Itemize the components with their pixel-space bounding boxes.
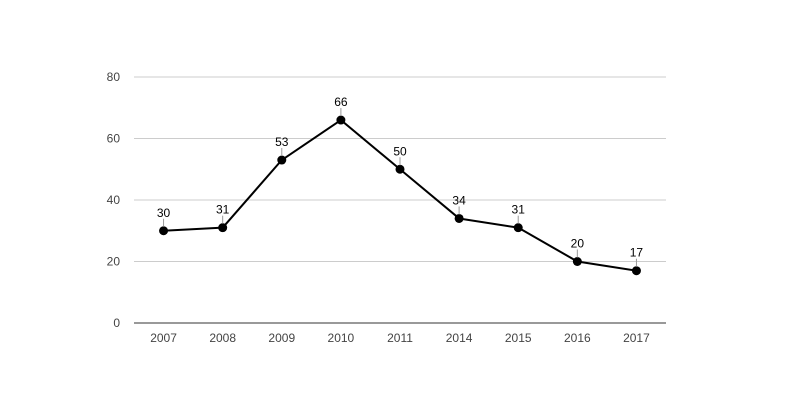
data-label-2009: 53	[275, 135, 289, 149]
gridlines	[134, 76, 666, 324]
x-tick-label-2015: 2015	[505, 331, 532, 345]
data-label-2007: 30	[157, 206, 171, 220]
data-point-2017	[631, 266, 641, 276]
data-point-2016	[572, 257, 582, 266]
data-label-2014: 34	[452, 193, 466, 207]
x-tick-label-2011: 2011	[387, 331, 413, 345]
data-label-2016: 20	[571, 237, 585, 251]
data-label-2015: 31	[512, 203, 526, 217]
data-point-2014	[454, 213, 464, 223]
x-tick-label-2014: 2014	[446, 331, 473, 345]
data-point-2009	[277, 155, 287, 165]
data-point-2015	[513, 223, 523, 233]
y-tick-label-80: 80	[107, 70, 121, 84]
data-label-2017: 17	[630, 246, 644, 260]
x-tick-label-2010: 2010	[328, 331, 355, 345]
x-axis-tick-labels: 2007 2008 2009 2010 2011 2014 2015 2016 2017	[150, 331, 650, 345]
y-axis-tick-labels: 0 20 40 60 80	[107, 70, 121, 330]
x-tick-label-2007: 2007	[150, 331, 177, 345]
series-line	[163, 119, 637, 272]
data-point-2010	[336, 115, 346, 125]
y-tick-label-20: 20	[107, 255, 121, 269]
x-tick-label-2008: 2008	[209, 331, 236, 345]
x-tick-label-2009: 2009	[268, 331, 295, 345]
x-tick-label-2016: 2016	[564, 331, 591, 345]
data-label-2010: 66	[334, 95, 348, 109]
x-tick-label-2017: 2017	[623, 331, 650, 345]
data-points	[159, 115, 641, 276]
data-label-2008: 31	[216, 203, 230, 217]
y-tick-label-0: 0	[113, 316, 120, 330]
y-tick-label-60: 60	[107, 132, 121, 146]
data-label-2011: 50	[393, 144, 407, 158]
data-point-2008	[218, 223, 228, 233]
data-point-2007	[159, 226, 169, 236]
data-labels: 30 31 53 66 50 34 31 20 17	[157, 95, 644, 267]
data-point-2011	[395, 164, 405, 174]
y-tick-label-40: 40	[107, 193, 121, 207]
series-line-group	[163, 119, 637, 272]
